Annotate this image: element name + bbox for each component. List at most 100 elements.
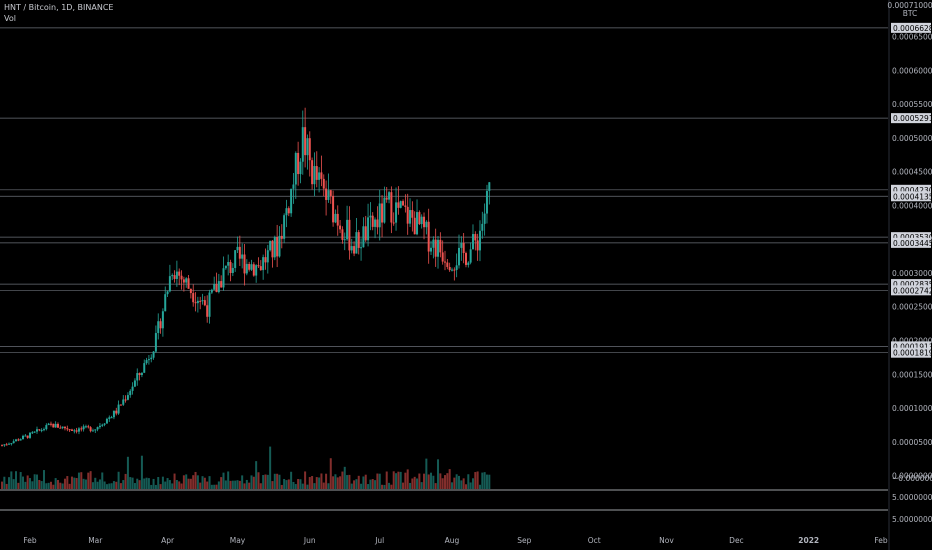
volume-bar xyxy=(381,484,384,489)
volume-bar xyxy=(66,476,69,489)
candle-body xyxy=(350,246,353,251)
candle-body xyxy=(201,300,204,302)
volume-bar xyxy=(332,476,335,489)
volume-bar xyxy=(297,478,300,489)
volume-bar xyxy=(157,477,160,489)
volume-bar xyxy=(353,480,356,489)
candle-body xyxy=(234,250,237,268)
candle-body xyxy=(192,293,195,303)
x-tick-label: Feb xyxy=(874,536,888,545)
price-level-label-bg xyxy=(891,22,931,33)
price-level-label-bg xyxy=(891,237,931,248)
candle-body xyxy=(70,429,73,431)
x-tick-label: Nov xyxy=(659,536,674,545)
candle-body xyxy=(439,239,442,253)
volume-bar xyxy=(304,471,307,489)
candle-body xyxy=(61,426,64,429)
price-level-label-bg xyxy=(891,184,931,195)
candle-body xyxy=(308,138,311,161)
volume-bar xyxy=(24,481,27,489)
volume-bar xyxy=(448,469,451,489)
volume-bar xyxy=(444,475,447,489)
volume-bar xyxy=(474,472,477,489)
candle-body xyxy=(161,311,164,329)
candle-body xyxy=(203,300,206,306)
volume-bar xyxy=(117,471,120,489)
volume-bar xyxy=(462,478,465,489)
volume-bar xyxy=(248,482,251,489)
volume-bar xyxy=(84,479,87,489)
candle-body xyxy=(476,240,479,251)
volume-bar xyxy=(147,478,150,489)
volume-bar xyxy=(485,474,488,489)
candle-body xyxy=(154,333,157,352)
volume-bar xyxy=(159,484,162,489)
volume-bar xyxy=(241,475,244,489)
candle-body xyxy=(208,292,211,317)
candle-body xyxy=(327,190,330,200)
candle-body xyxy=(1,445,4,447)
x-tick-label: Oct xyxy=(588,536,601,545)
candle-body xyxy=(474,234,477,241)
candle-body xyxy=(185,278,188,283)
candle-body xyxy=(471,234,474,250)
candle-body xyxy=(339,225,342,230)
volume-bar xyxy=(206,481,209,489)
candle-body xyxy=(243,254,246,274)
volume-bar xyxy=(481,472,484,489)
volume-bar xyxy=(476,471,479,489)
volume-bar xyxy=(94,477,97,489)
volume-bar xyxy=(427,474,430,489)
candle-body xyxy=(437,239,440,257)
volume-bar xyxy=(168,480,171,489)
price-levels xyxy=(0,27,888,354)
volume-bar xyxy=(409,482,412,489)
candle-body xyxy=(392,222,395,224)
x-tick-label: Feb xyxy=(23,536,37,545)
volume-bar xyxy=(346,475,349,489)
volume-bar xyxy=(126,456,129,489)
volume-bar xyxy=(362,476,365,489)
candle-body xyxy=(399,201,402,208)
candle-body xyxy=(481,223,484,231)
volume-bar xyxy=(96,481,99,489)
y-axis-currency: BTC xyxy=(903,9,918,18)
volume-bar xyxy=(343,466,346,489)
volume-bar xyxy=(367,484,370,489)
candle-body xyxy=(467,262,470,265)
volume-bar xyxy=(441,478,444,489)
volume-bar xyxy=(61,483,64,489)
volume-bar xyxy=(182,475,185,489)
candle-body xyxy=(105,418,108,424)
candle-body xyxy=(19,439,22,441)
volume-bar xyxy=(73,477,76,489)
candle-body xyxy=(446,262,449,267)
volume-bar xyxy=(329,458,332,489)
volume-bar xyxy=(478,484,481,489)
candle-body xyxy=(222,268,225,288)
candle-body xyxy=(420,216,423,225)
candle-body xyxy=(280,235,283,239)
candle-body xyxy=(425,221,428,228)
volume-bar xyxy=(178,481,181,489)
candle-body xyxy=(478,230,481,251)
volume-bar xyxy=(397,471,400,489)
volume-bar xyxy=(199,482,202,489)
candle-body xyxy=(54,423,57,428)
volume-bar xyxy=(101,472,104,489)
volume-bar xyxy=(56,480,59,489)
candle-body xyxy=(397,202,400,208)
candle-body xyxy=(77,428,80,432)
volume-bar xyxy=(5,483,8,489)
volume-bar xyxy=(19,472,22,489)
candle-body xyxy=(15,439,18,442)
candle-body xyxy=(329,190,332,196)
volume-bar xyxy=(42,470,45,489)
candle-body xyxy=(89,427,92,432)
